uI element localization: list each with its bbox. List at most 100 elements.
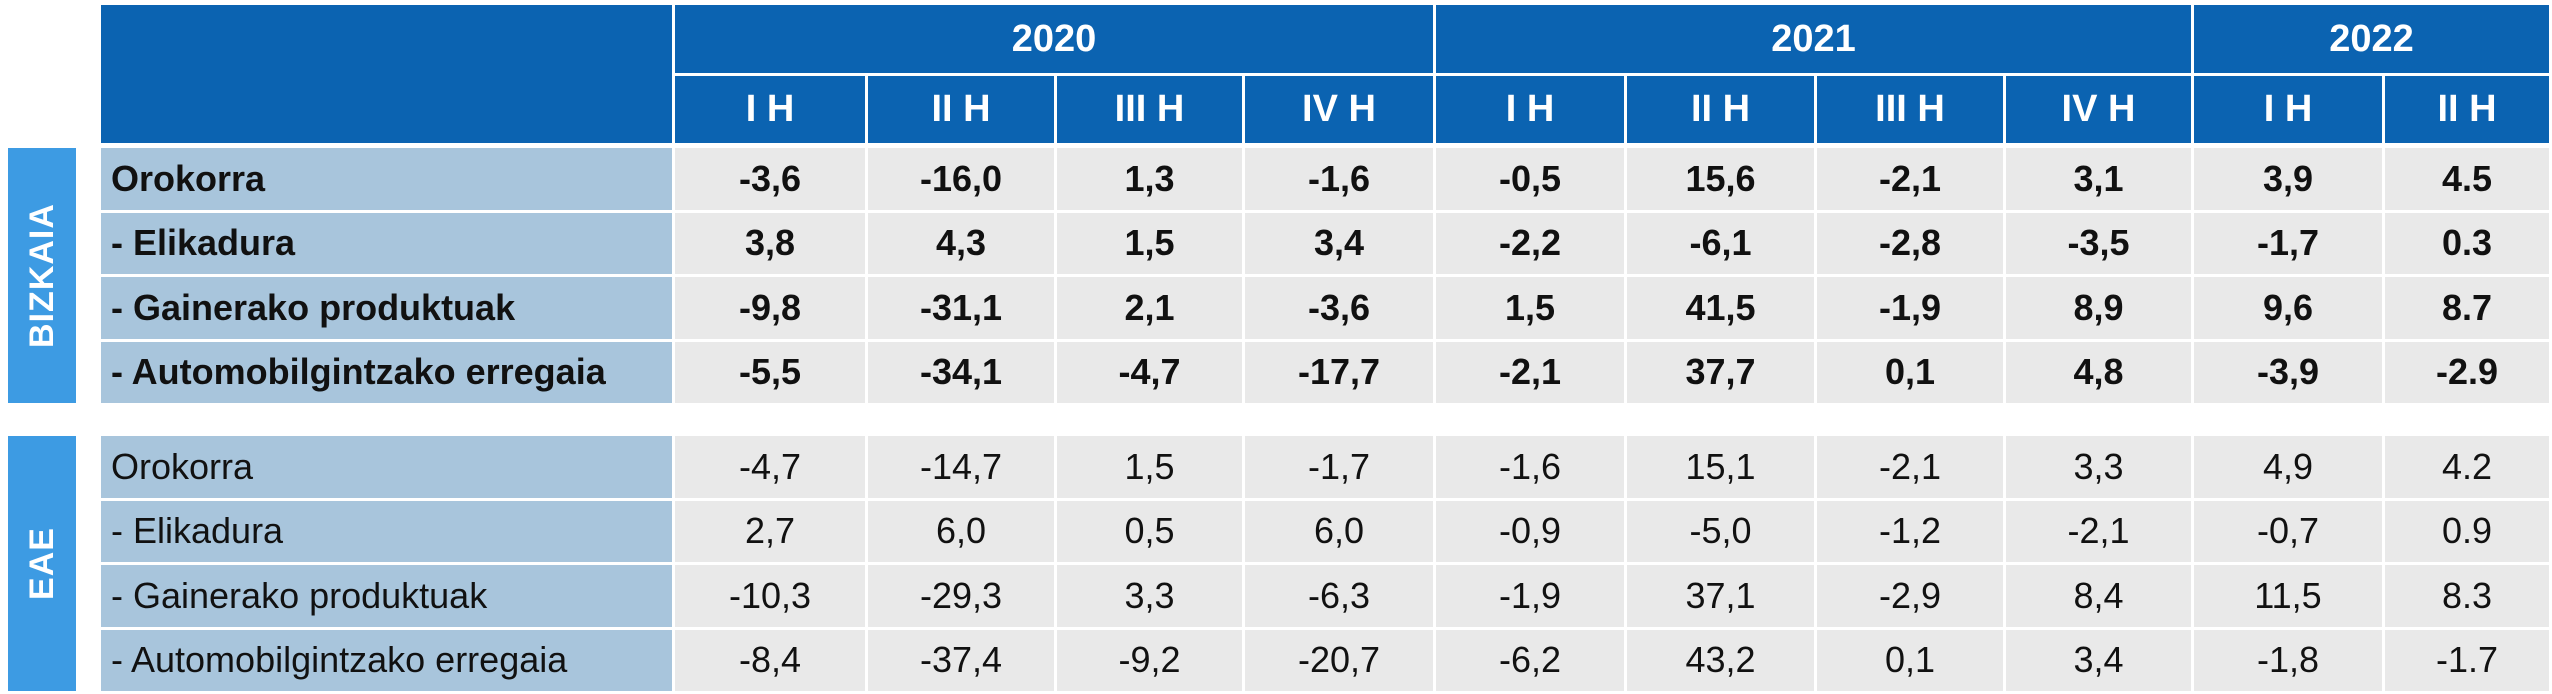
cell-value: 3,3 xyxy=(1057,565,1242,627)
half-header-text: III H xyxy=(1875,88,1945,130)
cell-value: 4,3 xyxy=(868,212,1054,274)
year-header: 2020 xyxy=(675,5,1433,73)
cell-value: -2.9 xyxy=(2385,341,2549,403)
row-label-text: - Automobilgintzako erregaia xyxy=(111,639,568,681)
row-label-text: - Elikadura xyxy=(111,222,296,264)
cell-value-text: -1,9 xyxy=(1498,574,1562,616)
half-header: I H xyxy=(1436,76,1624,143)
cell-value-text: -1.7 xyxy=(2435,639,2499,681)
cell-value-text: -3,6 xyxy=(738,157,802,199)
cell-value: -17,7 xyxy=(1245,341,1433,403)
cell-value-text: 41,5 xyxy=(1685,286,1756,328)
cell-value: -14,7 xyxy=(868,436,1054,498)
cell-value-text: 4.5 xyxy=(2441,157,2493,199)
section-label: EAE xyxy=(8,436,76,691)
cell-value: 4.5 xyxy=(2385,148,2549,210)
cell-value-text: -1,9 xyxy=(1878,286,1942,328)
cell-value-text: 1,5 xyxy=(1124,222,1175,264)
cell-value-text: -0,9 xyxy=(1498,510,1562,552)
cell-value-text: -1,7 xyxy=(2256,222,2320,264)
cell-value: -20,7 xyxy=(1245,629,1433,691)
cell-value: 6,0 xyxy=(868,500,1054,562)
year-header-text: 2020 xyxy=(1011,17,1097,60)
row-label-text: - Elikadura xyxy=(111,510,284,552)
cell-value-text: -1,6 xyxy=(1307,157,1371,199)
cell-value: -4,7 xyxy=(1057,341,1242,403)
cell-value: 41,5 xyxy=(1627,277,1814,339)
cell-value: 37,7 xyxy=(1627,341,1814,403)
cell-value: -1,8 xyxy=(2194,629,2382,691)
cell-value: -3,6 xyxy=(675,148,865,210)
cell-value: -37,4 xyxy=(868,629,1054,691)
cell-value-text: 6,0 xyxy=(1313,510,1365,552)
row-label: - Elikadura xyxy=(101,500,672,562)
cell-value-text: 0,5 xyxy=(1124,510,1175,552)
cell-value-text: -2,2 xyxy=(1498,222,1562,264)
cell-value-text: 0,1 xyxy=(1884,351,1936,393)
half-header: IV H xyxy=(1245,76,1433,143)
row-label: - Elikadura xyxy=(101,212,672,274)
cell-value: 37,1 xyxy=(1627,565,1814,627)
cell-value-text: -3,9 xyxy=(2256,351,2320,393)
cell-value: -4,7 xyxy=(675,436,865,498)
half-header-text: II H xyxy=(1690,88,1751,130)
cell-value-text: 2,1 xyxy=(1124,286,1175,328)
cell-value-text: -6,1 xyxy=(1689,222,1752,264)
cell-value: 3,4 xyxy=(1245,212,1433,274)
cell-value: -0,5 xyxy=(1436,148,1624,210)
cell-value: 0.9 xyxy=(2385,500,2549,562)
cell-value: -16,0 xyxy=(868,148,1054,210)
cell-value: -2,2 xyxy=(1436,212,1624,274)
cell-value: 11,5 xyxy=(2194,565,2382,627)
half-header: II H xyxy=(868,76,1054,143)
cell-value-text: 15,1 xyxy=(1685,445,1756,487)
half-header-text: II H xyxy=(931,88,991,130)
cell-value-text: 3,3 xyxy=(1124,574,1175,616)
cell-value-text: -20,7 xyxy=(1297,639,1381,681)
row-label: Orokorra xyxy=(101,436,672,498)
row-label-text: - Automobilgintzako erregaia xyxy=(111,351,606,393)
cell-value-text: 37,7 xyxy=(1685,351,1756,393)
half-header-text: I H xyxy=(745,88,795,130)
cell-value-text: -8,4 xyxy=(738,639,802,681)
cell-value-text: -0,7 xyxy=(2256,510,2320,552)
cell-value-text: -2,1 xyxy=(1878,157,1942,199)
cell-value-text: -9,8 xyxy=(738,286,802,328)
cell-value: 9,6 xyxy=(2194,277,2382,339)
cell-value: -1.7 xyxy=(2385,629,2549,691)
cell-value: 3,9 xyxy=(2194,148,2382,210)
cell-value: 4.2 xyxy=(2385,436,2549,498)
cell-value-text: -2,9 xyxy=(1878,574,1942,616)
cell-value-text: 4,8 xyxy=(2073,351,2124,393)
cell-value: -6,2 xyxy=(1436,629,1624,691)
cell-value-text: -9,2 xyxy=(1118,639,1181,681)
cell-value-text: 9,6 xyxy=(2262,286,2314,328)
cell-value: 0,1 xyxy=(1817,341,2003,403)
cell-value-text: -2,1 xyxy=(1498,351,1562,393)
cell-value-text: 3,4 xyxy=(2073,639,2124,681)
cell-value-text: 0.9 xyxy=(2441,510,2493,552)
row-label: - Automobilgintzako erregaia xyxy=(101,629,672,691)
cell-value-text: 6,0 xyxy=(935,510,987,552)
cell-value-text: -3,6 xyxy=(1307,286,1371,328)
cell-value: -10,3 xyxy=(675,565,865,627)
row-label-text: Orokorra xyxy=(111,445,254,487)
cell-value: 1,5 xyxy=(1436,277,1624,339)
row-label: - Gainerako produktuak xyxy=(101,277,672,339)
cell-value-text: -6,3 xyxy=(1307,574,1371,616)
cell-value: -1,7 xyxy=(2194,212,2382,274)
cell-value: -6,1 xyxy=(1627,212,1814,274)
row-label-text: - Gainerako produktuak xyxy=(111,286,516,328)
cell-value: 15,1 xyxy=(1627,436,1814,498)
cell-value: 1,5 xyxy=(1057,212,1242,274)
cell-value: 3,8 xyxy=(675,212,865,274)
cell-value-text: -5,0 xyxy=(1689,510,1752,552)
half-header: I H xyxy=(675,76,865,143)
half-header: III H xyxy=(1817,76,2003,143)
cell-value: -1,9 xyxy=(1817,277,2003,339)
cell-value-text: 3,9 xyxy=(2262,157,2314,199)
cell-value-text: -2.9 xyxy=(2435,351,2499,393)
cell-value-text: 11,5 xyxy=(2254,574,2322,616)
half-header-text: II H xyxy=(2437,88,2497,130)
cell-value-text: 3,8 xyxy=(744,222,796,264)
